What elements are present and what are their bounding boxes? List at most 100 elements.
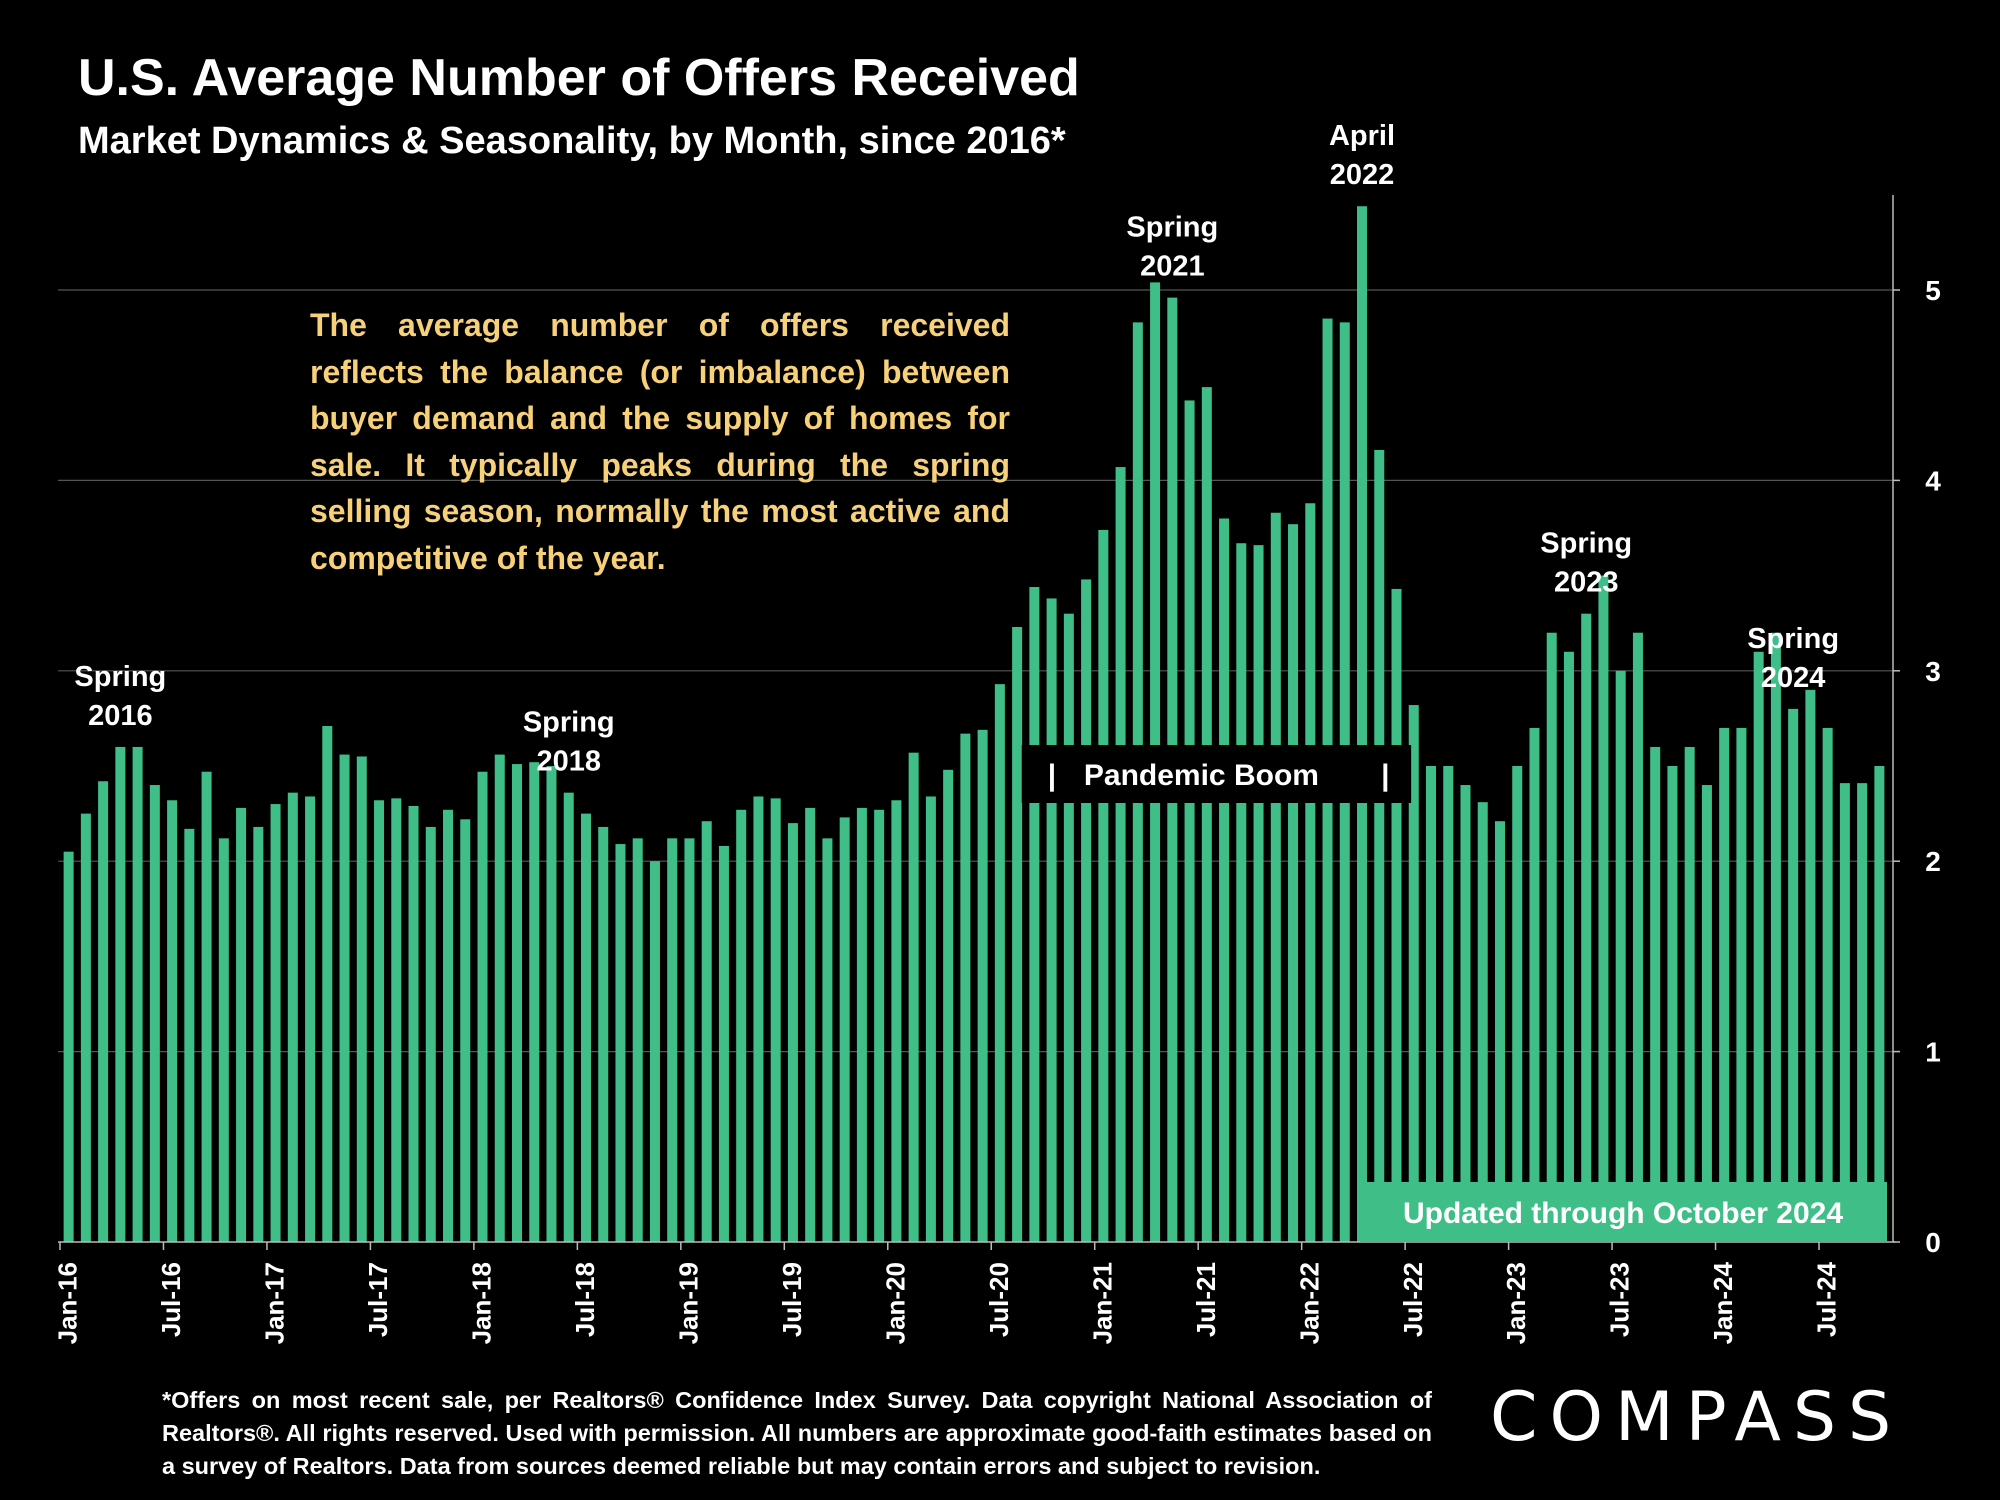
bar — [1512, 766, 1523, 1242]
bar — [753, 796, 764, 1242]
bar — [184, 828, 195, 1242]
bar — [649, 861, 660, 1242]
bar — [994, 684, 1005, 1242]
bar — [805, 807, 816, 1242]
bar — [925, 796, 936, 1242]
bar — [287, 792, 298, 1242]
bar — [1305, 503, 1316, 1242]
x-tick-label: Jul-18 — [570, 1262, 600, 1337]
x-tick-label: Jul-17 — [363, 1262, 393, 1337]
annotation-label: 2016 — [88, 700, 153, 732]
bar — [425, 826, 436, 1242]
x-tick-label: Jul-23 — [1605, 1262, 1635, 1337]
bar — [598, 826, 609, 1242]
bar — [1063, 613, 1074, 1242]
status-box — [1360, 1182, 1887, 1242]
bar — [1443, 766, 1454, 1242]
bar — [977, 729, 988, 1242]
annotation-label: Spring — [1747, 623, 1839, 655]
bar — [494, 754, 505, 1242]
bar — [1029, 587, 1040, 1242]
chart-subtitle: Market Dynamics & Seasonality, by Month,… — [78, 120, 1066, 162]
pandemic-boom-start-marker: | — [1048, 759, 1056, 792]
y-tick-label: 5 — [1925, 275, 1941, 306]
bar — [391, 798, 402, 1242]
bar — [1753, 651, 1764, 1242]
bar — [80, 813, 91, 1242]
annotation-label: 2022 — [1330, 159, 1395, 191]
bar — [98, 781, 109, 1242]
y-tick-label: 2 — [1925, 846, 1941, 877]
bar — [1270, 512, 1281, 1242]
bar — [839, 817, 850, 1242]
bar — [132, 746, 143, 1242]
annotation-label: Spring — [74, 661, 166, 693]
bar — [1391, 588, 1402, 1242]
bar — [667, 838, 678, 1242]
bar — [1219, 518, 1230, 1242]
bar — [374, 800, 385, 1242]
bar — [1236, 543, 1247, 1242]
annotation-label: Spring — [1540, 528, 1632, 560]
bar — [1081, 579, 1092, 1242]
bar — [236, 807, 247, 1242]
x-tick-label: Jan-16 — [53, 1262, 83, 1344]
bar — [1788, 708, 1799, 1242]
bar — [684, 838, 695, 1242]
bar — [115, 746, 126, 1242]
bar — [770, 798, 781, 1242]
bar — [149, 785, 160, 1242]
bar — [1046, 598, 1057, 1242]
bar — [339, 754, 350, 1242]
bar — [322, 726, 333, 1242]
bar — [63, 851, 74, 1242]
source-footnote: *Offers on most recent sale, per Realtor… — [162, 1387, 1432, 1479]
annotation-label: April — [1329, 120, 1395, 152]
bar — [718, 845, 729, 1242]
bar — [1288, 524, 1299, 1242]
bar — [580, 813, 591, 1242]
bar — [477, 771, 488, 1242]
y-tick-label: 3 — [1925, 656, 1941, 687]
bar — [1874, 766, 1885, 1242]
compass-logo: COMPASS — [1490, 1378, 1904, 1457]
bar — [960, 733, 971, 1242]
bar — [1374, 449, 1385, 1242]
bar — [1546, 632, 1557, 1242]
annotation-label: Spring — [1126, 212, 1218, 244]
bar — [1667, 766, 1678, 1242]
y-tick-label: 4 — [1925, 465, 1941, 496]
bar — [1529, 727, 1540, 1242]
bar — [1494, 821, 1505, 1242]
bar — [1736, 727, 1747, 1242]
bar — [874, 809, 885, 1242]
bar — [1201, 387, 1212, 1242]
annotation-label: 2021 — [1140, 251, 1205, 283]
annotation-label: 2023 — [1554, 567, 1619, 599]
annotation-label: Spring — [523, 707, 615, 739]
x-tick-label: Jan-21 — [1087, 1262, 1117, 1344]
bar — [1839, 783, 1850, 1242]
x-tick-label: Jul-22 — [1398, 1262, 1428, 1337]
bar — [1770, 632, 1781, 1242]
bar — [632, 838, 643, 1242]
bar — [615, 844, 626, 1242]
bar — [1650, 746, 1661, 1242]
bar — [201, 771, 212, 1242]
bar — [1857, 783, 1868, 1242]
x-tick-label: Jul-16 — [156, 1262, 186, 1337]
pandemic-boom-label: Pandemic Boom — [1084, 759, 1319, 792]
bar — [1701, 785, 1712, 1242]
chart-title: U.S. Average Number of Offers Received — [78, 49, 1080, 107]
x-tick-label: Jul-19 — [777, 1262, 807, 1337]
x-tick-label: Jul-21 — [1191, 1262, 1221, 1337]
bar — [270, 804, 281, 1242]
bar — [460, 819, 471, 1242]
bar — [1425, 766, 1437, 1242]
bar — [1184, 400, 1195, 1242]
bar — [408, 805, 419, 1242]
bar — [908, 752, 919, 1242]
x-tick-label: Jan-22 — [1294, 1262, 1324, 1344]
x-tick-label: Jan-19 — [673, 1262, 703, 1344]
bar — [167, 800, 178, 1242]
